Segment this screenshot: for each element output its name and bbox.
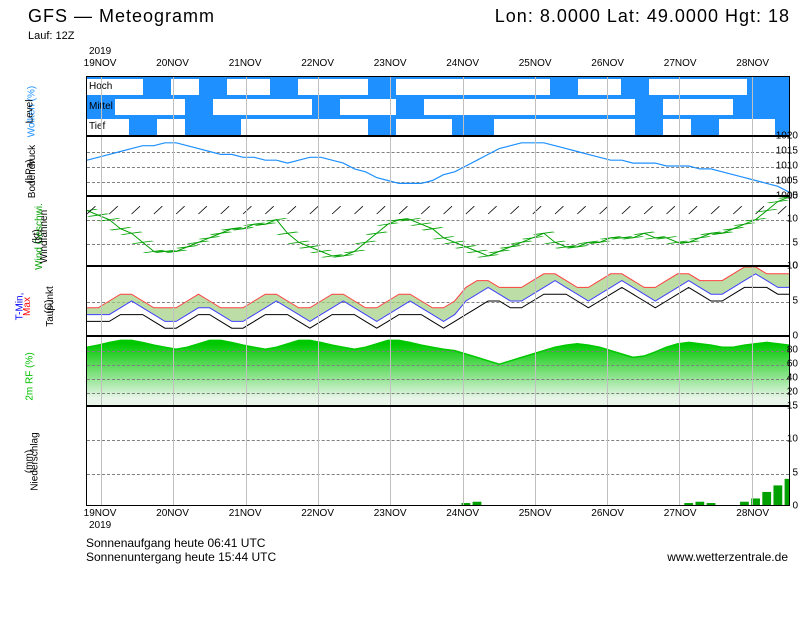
ytick: 10: [787, 434, 798, 445]
panel-rh: [86, 336, 790, 406]
xtick-bottom: 19NOV: [84, 508, 117, 519]
year-label-bottom: 2019: [89, 520, 111, 531]
xtick-top: 23NOV: [374, 58, 407, 69]
ytick: 80: [787, 345, 798, 356]
ytick: 1010: [776, 161, 798, 172]
panel-temp: [86, 266, 790, 336]
ytick: 20: [787, 387, 798, 398]
xtick-top: 19NOV: [84, 58, 117, 69]
ytick: 0: [792, 501, 798, 512]
xtick-bottom: 27NOV: [664, 508, 697, 519]
xtick-top: 24NOV: [446, 58, 479, 69]
xtick-top: 26NOV: [591, 58, 624, 69]
xtick-bottom: 26NOV: [591, 508, 624, 519]
ylabel: (kt): [32, 229, 43, 243]
xtick-top: 28NOV: [736, 58, 769, 69]
ylabel: (hPa): [25, 159, 36, 183]
ylabel: Level: [24, 100, 35, 124]
run-label: Lauf: 12Z: [28, 30, 74, 42]
ytick: 5: [792, 467, 798, 478]
location-label: Lon: 8.0000 Lat: 49.0000 Hgt: 18: [495, 6, 790, 27]
ylabel: (C): [43, 300, 54, 314]
panel-wind: [86, 196, 790, 266]
ytick: 10: [787, 261, 798, 272]
xtick-bottom: 22NOV: [301, 508, 334, 519]
xtick-bottom: 20NOV: [156, 508, 189, 519]
ylabel: Max: [22, 297, 33, 316]
xtick-top: 27NOV: [664, 58, 697, 69]
ytick: 15: [787, 401, 798, 412]
ytick: 0: [792, 331, 798, 342]
xtick-top: 25NOV: [519, 58, 552, 69]
ytick: 5: [792, 296, 798, 307]
sunset-label: Sonnenuntergang heute 15:44 UTC: [86, 550, 276, 564]
xtick-bottom: 23NOV: [374, 508, 407, 519]
xtick-bottom: 25NOV: [519, 508, 552, 519]
year-label: 2019: [89, 46, 111, 57]
ytick: 40: [787, 373, 798, 384]
meteogram: 19NOV 20NOV 21NOV 22NOV 23NOV 24NOV 25NOV 26NOV…: [0, 44, 800, 604]
ytick: 1015: [776, 146, 798, 157]
ytick: 5: [792, 237, 798, 248]
xtick-top: 21NOV: [229, 58, 262, 69]
ytick: 1020: [776, 131, 798, 142]
site-label: www.wetterzentrale.de: [667, 550, 788, 564]
panel-pressure: [86, 136, 790, 196]
cloud-level-label: Tief: [89, 121, 105, 132]
ylabel: 2m RF (%): [25, 352, 36, 400]
xtick-bottom: 24NOV: [446, 508, 479, 519]
sunrise-label: Sonnenaufgang heute 06:41 UTC: [86, 536, 265, 550]
ytick: 60: [787, 359, 798, 370]
ytick: 10: [787, 214, 798, 225]
xtick-top: 20NOV: [156, 58, 189, 69]
xtick-bottom: 28NOV: [736, 508, 769, 519]
xtick-top: 22NOV: [301, 58, 334, 69]
ytick: 15: [787, 191, 798, 202]
panel-precip: [86, 406, 790, 506]
panel-clouds: HochMittelTief: [86, 76, 790, 136]
ylabel: (mm): [24, 450, 35, 473]
xtick-bottom: 21NOV: [229, 508, 262, 519]
ytick: 1005: [776, 176, 798, 187]
